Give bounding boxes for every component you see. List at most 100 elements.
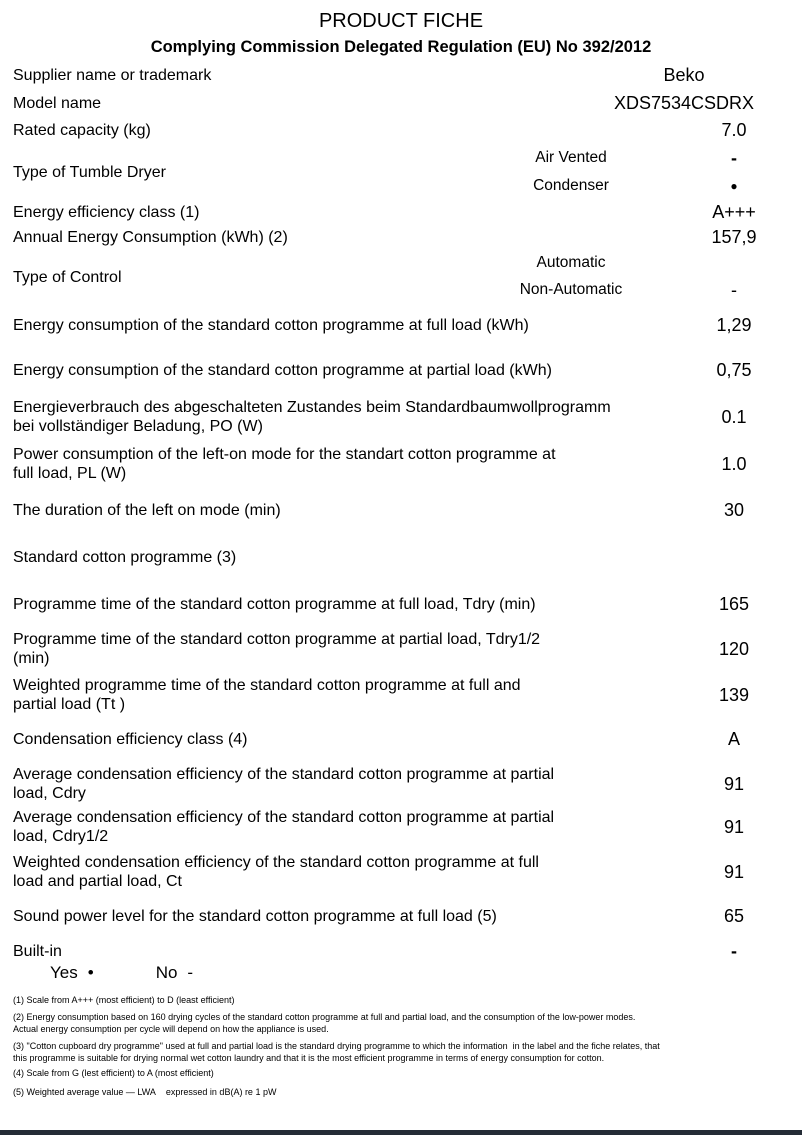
bottom-window-edge	[0, 1130, 802, 1135]
row-energy-full: Energy consumption of the standard cotto…	[0, 314, 802, 336]
model-value: XDS7534CSDRX	[613, 92, 755, 113]
energy-class-label: Energy efficiency class (1)	[13, 203, 200, 221]
row-annual-energy: Annual Energy Consumption (kWh) (2) 157,…	[0, 226, 802, 248]
po-label-line1: Energieverbrauch des abgeschalteten Zust…	[13, 399, 611, 416]
energy-full-value: 1,29	[716, 315, 752, 335]
row-cdry-half: Average condensation efficiency of the s…	[0, 808, 802, 846]
row-model: Model name XDS7534CSDRX	[0, 92, 802, 114]
row-dryer-type: Type of Tumble Dryer Air Vented - Conden…	[0, 148, 802, 196]
cdry-label: Average condensation efficiency of the s…	[13, 765, 686, 803]
row-energy-class: Energy efficiency class (1) A+++	[0, 201, 802, 223]
tdry-half-value: 120	[718, 639, 750, 659]
cdry-label-line1: Average condensation efficiency of the s…	[13, 766, 555, 783]
pl-label: Power consumption of the left-on mode fo…	[13, 445, 686, 483]
capacity-label: Rated capacity (kg)	[13, 121, 151, 139]
row-tdry: Programme time of the standard cotton pr…	[0, 593, 802, 615]
built-in-dash-icon: -	[731, 941, 737, 961]
footnote-1: (1) Scale from A+++ (most efficient) to …	[13, 995, 235, 1005]
row-tdry-half: Programme time of the standard cotton pr…	[0, 630, 802, 668]
supplier-value: Beko	[663, 64, 705, 85]
no-label: No	[155, 963, 178, 982]
air-vented-dash-icon: -	[731, 148, 737, 168]
option-non-automatic: Non-Automatic -	[456, 280, 802, 300]
model-label: Model name	[13, 94, 102, 112]
condensation-class-value: A	[727, 729, 740, 749]
cdry-half-value: 91	[723, 817, 745, 837]
ct-label: Weighted condensation efficiency of the …	[13, 853, 686, 891]
condensation-class-label: Condensation efficiency class (4)	[13, 730, 248, 748]
row-tt: Weighted programme time of the standard …	[0, 676, 802, 714]
no-dash-icon: -	[187, 963, 194, 982]
row-energy-partial: Energy consumption of the standard cotto…	[0, 359, 802, 381]
tt-label: Weighted programme time of the standard …	[13, 676, 686, 714]
footnote-4: (4) Scale from G (lest efficient) to A (…	[13, 1068, 214, 1078]
left-on-duration-value: 30	[723, 500, 745, 520]
condenser-label: Condenser	[533, 177, 609, 194]
standard-cotton-label: Standard cotton programme (3)	[13, 548, 237, 566]
annual-energy-label: Annual Energy Consumption (kWh) (2)	[13, 228, 288, 246]
ct-label-line1: Weighted condensation efficiency of the …	[13, 854, 539, 871]
built-in-yes-no-row: Yes • No -	[0, 963, 802, 983]
row-capacity: Rated capacity (kg) 7.0	[0, 119, 802, 141]
sound-power-value: 65	[723, 906, 745, 926]
energy-class-value: A+++	[712, 202, 756, 222]
row-pl: Power consumption of the left-on mode fo…	[0, 445, 802, 483]
cdry-half-label-line2: load, Cdry1/2	[13, 828, 109, 845]
tt-label-line2: partial load (Tt )	[13, 696, 126, 713]
energy-partial-value: 0,75	[716, 360, 752, 380]
po-value: 0.1	[721, 407, 747, 427]
row-ct: Weighted condensation efficiency of the …	[0, 853, 802, 891]
tdry-half-label: Programme time of the standard cotton pr…	[13, 630, 686, 668]
row-left-on-duration: The duration of the left on mode (min) 3…	[0, 499, 802, 521]
row-control-type: Type of Control Automatic Non-Automatic …	[0, 254, 802, 300]
footnote-3: (3) "Cotton cupboard dry programme" used…	[13, 1041, 660, 1063]
supplier-label: Supplier name or trademark	[13, 66, 212, 84]
energy-partial-label: Energy consumption of the standard cotto…	[13, 361, 552, 379]
row-sound-power: Sound power level for the standard cotto…	[0, 905, 802, 927]
row-po: Energieverbrauch des abgeschalteten Zust…	[0, 398, 802, 436]
capacity-value: 7.0	[721, 120, 747, 140]
tdry-half-label-line1: Programme time of the standard cotton pr…	[13, 631, 541, 648]
built-in-label: Built-in	[13, 942, 62, 960]
automatic-label: Automatic	[536, 254, 606, 271]
row-condensation-class: Condensation efficiency class (4) A	[0, 728, 802, 750]
page-subtitle: Complying Commission Delegated Regulatio…	[150, 38, 652, 56]
page-title: PRODUCT FICHE	[318, 10, 484, 32]
row-supplier: Supplier name or trademark Beko	[0, 64, 802, 86]
tdry-half-label-line2: (min)	[13, 650, 50, 667]
condenser-bullet-icon: ●	[730, 179, 738, 193]
cdry-half-label-line1: Average condensation efficiency of the s…	[13, 809, 555, 826]
tt-label-line1: Weighted programme time of the standard …	[13, 677, 521, 694]
non-automatic-dash-icon: -	[731, 280, 737, 300]
ct-label-line2: load and partial load, Ct	[13, 873, 182, 890]
po-label-line2: bei vollständiger Beladung, PO (W)	[13, 418, 263, 435]
footnotes: (1) Scale from A+++ (most efficient) to …	[0, 994, 802, 1098]
row-standard-cotton: Standard cotton programme (3)	[0, 546, 802, 568]
po-label: Energieverbrauch des abgeschalteten Zust…	[13, 398, 686, 436]
dryer-type-options: Air Vented - Condenser ●	[456, 148, 802, 196]
cdry-label-line2: load, Cdry	[13, 785, 86, 802]
non-automatic-label: Non-Automatic	[519, 281, 623, 298]
tdry-value: 165	[718, 594, 750, 614]
footnote-2: (2) Energy consumption based on 160 dryi…	[13, 1012, 636, 1034]
yes-label: Yes	[50, 963, 78, 982]
yes-bullet-icon: •	[87, 963, 94, 982]
cdry-half-label: Average condensation efficiency of the s…	[13, 808, 686, 846]
row-cdry: Average condensation efficiency of the s…	[0, 765, 802, 803]
dryer-type-label: Type of Tumble Dryer	[13, 163, 166, 181]
air-vented-label: Air Vented	[535, 149, 607, 166]
control-type-options: Automatic Non-Automatic -	[456, 254, 802, 300]
annual-energy-value: 157,9	[711, 227, 757, 247]
footnote-5: (5) Weighted average value — LWA express…	[13, 1087, 277, 1097]
ct-value: 91	[723, 862, 745, 882]
energy-full-label: Energy consumption of the standard cotto…	[13, 316, 529, 334]
tdry-label: Programme time of the standard cotton pr…	[13, 595, 536, 613]
tt-value: 139	[718, 685, 750, 705]
pl-label-line2: full load, PL (W)	[13, 465, 127, 482]
sound-power-label: Sound power level for the standard cotto…	[13, 907, 497, 925]
left-on-duration-label: The duration of the left on mode (min)	[13, 501, 281, 519]
option-automatic: Automatic	[456, 254, 802, 272]
option-air-vented: Air Vented -	[456, 148, 802, 168]
control-type-label: Type of Control	[13, 268, 122, 286]
